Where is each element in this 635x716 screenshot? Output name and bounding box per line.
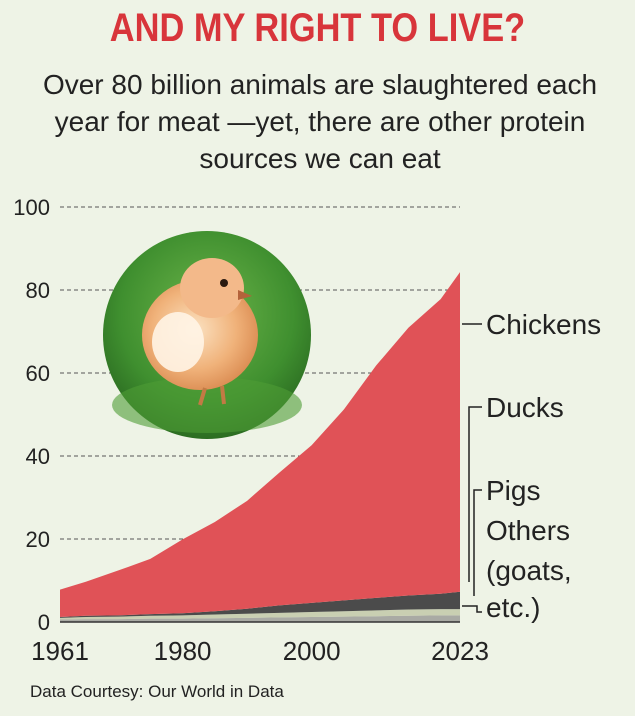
series-label: Others	[486, 515, 570, 546]
x-tick-label: 2000	[283, 636, 341, 666]
x-tick-label: 1980	[154, 636, 212, 666]
y-tick-label: 0	[38, 610, 50, 635]
pigs-leader	[473, 489, 482, 596]
series-label: (goats,	[486, 555, 572, 586]
data-source-note: Data Courtesy: Our World in Data	[30, 682, 284, 701]
series-label: Ducks	[486, 392, 564, 423]
area-layer	[60, 272, 460, 622]
x-tick-label: 2023	[431, 636, 489, 666]
chick-icon	[142, 258, 258, 406]
axis-layer: 0 20 40 60 80 100 1961 1980 2000 2023	[13, 195, 489, 666]
area-pigs	[60, 609, 460, 620]
area-chickens	[60, 272, 460, 618]
x-tick-label: 1961	[31, 636, 89, 666]
y-tick-label: 40	[26, 444, 50, 469]
ducks-leader	[468, 406, 482, 582]
y-tick-label: 60	[26, 361, 50, 386]
series-label: Chickens	[486, 309, 601, 340]
series-label: etc.)	[486, 592, 540, 623]
chick-photo-circle	[103, 231, 311, 439]
series-label: Pigs	[486, 475, 540, 506]
others-leader	[462, 605, 482, 613]
y-tick-label: 80	[26, 278, 50, 303]
series-label-layer: Chickens Ducks Pigs Others (goats, etc.)	[462, 309, 601, 623]
y-tick-label: 100	[13, 195, 50, 220]
area-others	[60, 615, 460, 622]
area-ducks	[60, 591, 460, 618]
y-tick-label: 20	[26, 527, 50, 552]
subheadline: Over 80 billion animals are slaughtered …	[42, 69, 598, 174]
headline: AND MY RIGHT TO LIVE?	[109, 6, 526, 50]
